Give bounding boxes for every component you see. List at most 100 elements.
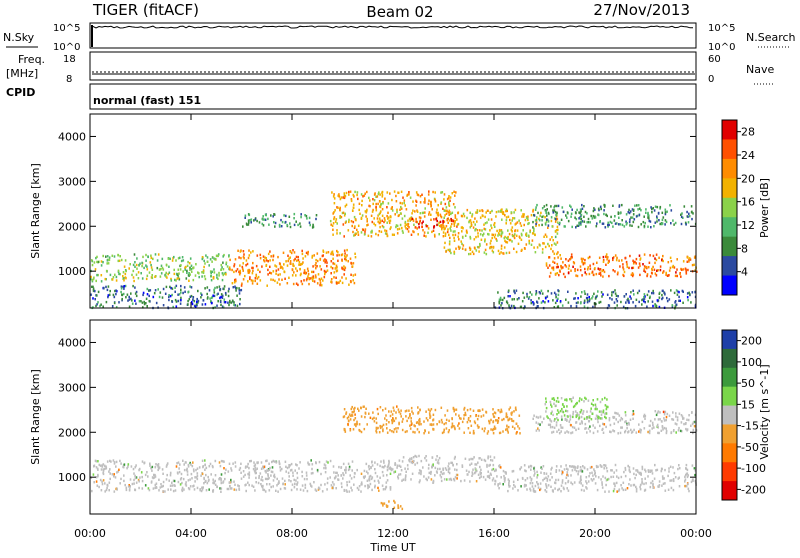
scatter-cell <box>398 227 401 231</box>
scatter-cell <box>505 412 508 415</box>
scatter-cell <box>532 226 534 229</box>
scatter-cell <box>599 205 602 208</box>
scatter-cell <box>436 455 438 458</box>
scatter-cell <box>230 469 233 472</box>
scatter-cell <box>302 257 304 260</box>
scatter-cell <box>250 221 252 224</box>
scatter-cell <box>389 472 392 475</box>
scatter-cell <box>581 259 583 263</box>
scatter-cell <box>652 484 654 487</box>
scatter-cell <box>425 410 427 413</box>
scatter-cell <box>291 268 294 272</box>
scatter-cell <box>122 271 125 274</box>
scatter-cell <box>401 217 404 220</box>
scatter-cell <box>388 461 390 464</box>
scatter-cell <box>201 488 204 491</box>
scatter-cell <box>581 470 584 473</box>
scatter-cell <box>485 211 487 214</box>
scatter-cell <box>189 285 191 288</box>
scatter-cell <box>401 507 404 511</box>
scatter-cell <box>407 416 410 420</box>
scatter-cell <box>625 420 627 423</box>
scatter-cell <box>99 304 101 308</box>
scatter-cell <box>637 266 640 269</box>
scatter-cell <box>472 226 475 229</box>
scatter-cell <box>258 476 260 480</box>
scatter-cell <box>647 469 650 472</box>
scatter-cell <box>272 255 275 258</box>
scatter-cell <box>410 417 412 420</box>
scatter-cell <box>602 269 605 272</box>
scatter-cell <box>641 298 643 302</box>
scatter-cell <box>430 423 433 426</box>
scatter-cell <box>339 209 341 212</box>
scatter-cell <box>387 211 389 214</box>
scatter-cell <box>619 212 622 215</box>
scatter-cell <box>292 474 294 477</box>
scatter-cell <box>404 222 406 225</box>
scatter-cell <box>585 225 587 228</box>
scatter-cell <box>600 410 602 413</box>
scatter-cell <box>533 469 536 472</box>
scatter-cell <box>95 304 97 308</box>
scatter-cell <box>587 221 590 224</box>
scatter-cell <box>161 485 163 488</box>
scatter-cell <box>565 258 567 261</box>
nsky-trace <box>91 25 694 29</box>
scatter-cell <box>242 470 245 473</box>
scatter-cell <box>677 477 680 480</box>
scatter-cell <box>353 226 356 229</box>
scatter-cell <box>289 469 292 472</box>
scatter-cell <box>154 275 156 278</box>
scatter-cell <box>375 421 378 425</box>
scatter-cell <box>681 415 684 418</box>
scatter-cell <box>286 466 289 470</box>
scatter-cell <box>238 289 241 292</box>
scatter-cell <box>342 472 344 475</box>
scatter-cell <box>427 408 430 411</box>
scatter-cell <box>584 422 587 426</box>
scatter-cell <box>380 460 382 463</box>
scatter-cell <box>97 473 99 477</box>
scatter-cell <box>495 419 497 422</box>
scatter-cell <box>366 423 368 426</box>
scatter-cell <box>643 269 645 272</box>
scatter-cell <box>446 197 449 201</box>
scatter-cell <box>511 226 514 229</box>
scatter-cell <box>657 418 660 421</box>
scatter-cell <box>597 213 600 217</box>
scatter-cell <box>643 482 645 486</box>
scatter-cell <box>308 221 311 224</box>
scatter-cell <box>315 461 317 464</box>
scatter-cell <box>382 504 384 507</box>
scatter-cell <box>340 196 343 199</box>
scatter-cell <box>381 191 383 194</box>
scatter-cell <box>585 480 587 483</box>
scatter-cell <box>635 431 638 434</box>
scatter-cell <box>561 206 564 209</box>
scatter-cell <box>580 409 583 412</box>
scatter-cell <box>452 407 455 411</box>
scatter-region <box>380 499 404 511</box>
scatter-cell <box>307 461 309 464</box>
scatter-cell <box>616 300 619 303</box>
scatter-cell <box>260 461 263 464</box>
scatter-cell <box>649 419 652 423</box>
scatter-cell <box>572 261 575 264</box>
scatter-cell <box>390 410 393 413</box>
scatter-cell <box>312 223 314 227</box>
scatter-cell <box>549 426 552 429</box>
scatter-cell <box>357 231 359 234</box>
scatter-cell <box>407 222 410 226</box>
scatter-cell <box>532 487 535 491</box>
scatter-cell <box>664 293 666 296</box>
scatter-cell <box>438 233 440 236</box>
scatter-cell <box>590 418 593 421</box>
scatter-cell <box>440 479 443 483</box>
scatter-cell <box>351 460 354 463</box>
scatter-cell <box>615 469 618 472</box>
scatter-cell <box>177 257 180 260</box>
scatter-cell <box>550 216 553 219</box>
scatter-cell <box>670 431 672 435</box>
scatter-cell <box>667 274 669 277</box>
